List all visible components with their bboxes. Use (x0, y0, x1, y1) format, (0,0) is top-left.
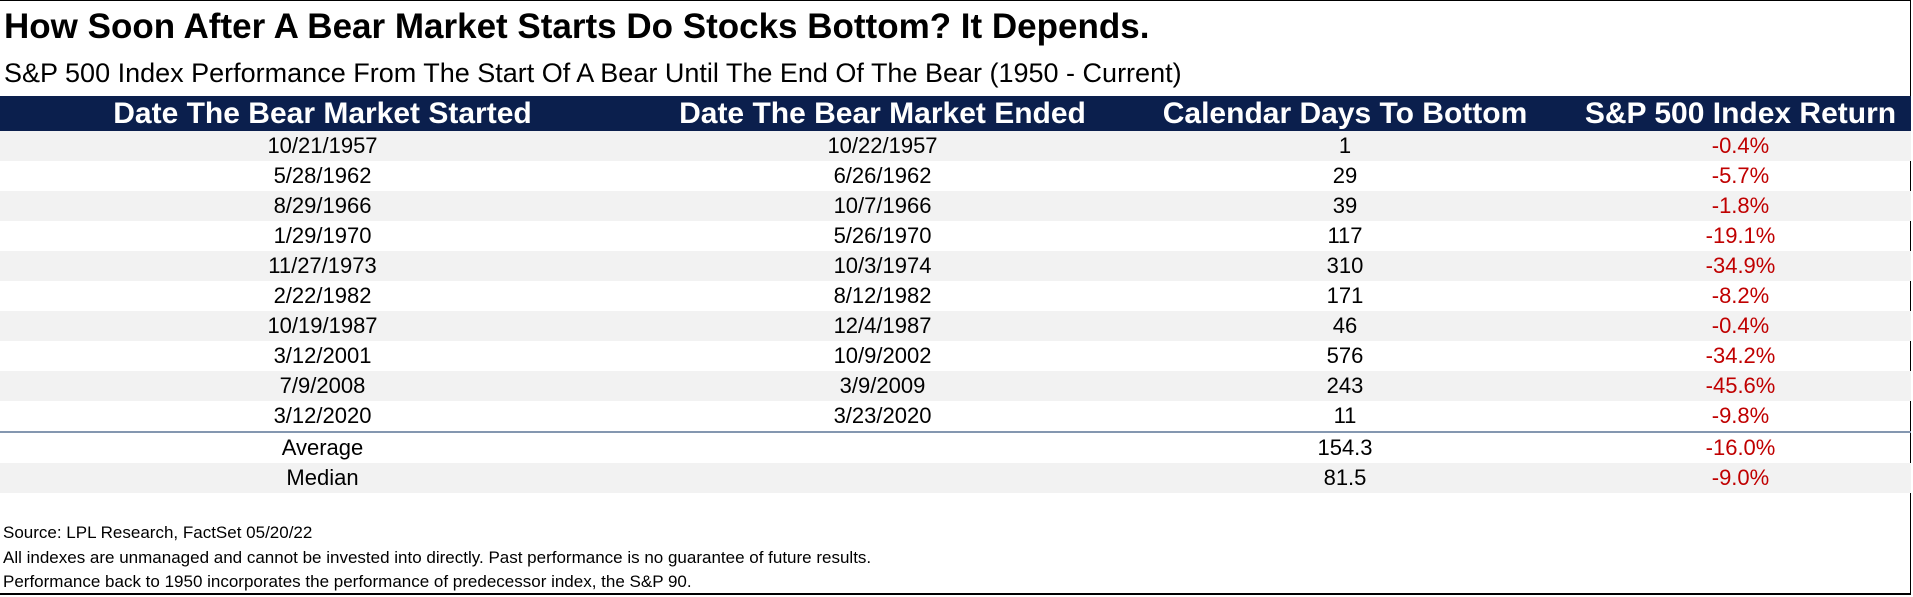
cell (645, 463, 1120, 493)
subtitle: S&P 500 Index Performance From The Start… (4, 58, 1182, 88)
cell: 117 (1327, 223, 1363, 248)
cell: 154.3 (1120, 431, 1570, 463)
cell: Average (0, 431, 645, 463)
table-row: 8/29/1966 10/7/1966 39 -1.8% (0, 191, 1911, 221)
cell: Median (0, 463, 645, 493)
table-row: 2/22/1982 8/12/1982 171 -8.2% (0, 281, 1911, 311)
cell: 3/12/2020 (273, 403, 372, 428)
cell: 3/12/2001 (273, 343, 372, 368)
cell: -19.1% (1705, 223, 1776, 248)
cell: 3/23/2020 (833, 403, 932, 428)
cell: 171 (1326, 283, 1364, 308)
cell: -0.4% (1570, 131, 1911, 161)
cell: 29 (1332, 163, 1358, 188)
cell: 1 (1120, 131, 1570, 161)
table-row: 10/19/1987 12/4/1987 46 -0.4% (0, 311, 1911, 341)
cell: 2/22/1982 (273, 283, 372, 308)
cell: 5/26/1970 (833, 223, 932, 248)
table-body: 10/21/1957 10/22/1957 1 -0.4% 5/28/1962 6/26/… (0, 131, 1911, 493)
cell: 12/4/1987 (645, 311, 1120, 341)
cell (645, 431, 1120, 463)
cell: -9.0% (1570, 463, 1911, 493)
cell: 6/26/1962 (833, 163, 932, 188)
table-row: 3/12/2020 3/23/2020 11 -9.8% (0, 401, 1911, 432)
cell: -34.9% (1570, 251, 1911, 281)
data-table: Date The Bear Market Started Date The Bea… (0, 96, 1911, 493)
header-row: Date The Bear Market Started Date The Bea… (0, 96, 1911, 131)
cell: 576 (1326, 343, 1364, 368)
cell: 1/29/1970 (273, 223, 372, 248)
cell: 11/27/1973 (0, 251, 645, 281)
cell: -45.6% (1570, 371, 1911, 401)
summary-row: Median 81.5 -9.0% (0, 463, 1911, 493)
table-row: 7/9/2008 3/9/2009 243 -45.6% (0, 371, 1911, 401)
title: How Soon After A Bear Market Starts Do S… (4, 7, 1150, 46)
column-header: Date The Bear Market Ended (645, 96, 1120, 131)
footnote: Performance back to 1950 incorporates th… (3, 572, 692, 591)
cell: 81.5 (1120, 463, 1570, 493)
cell: -16.0% (1570, 431, 1911, 463)
table-row: 10/21/1957 10/22/1957 1 -0.4% (0, 131, 1911, 161)
cell: 10/9/2002 (833, 343, 932, 368)
cell: 10/7/1966 (645, 191, 1120, 221)
column-header: Date The Bear Market Started (0, 96, 645, 131)
cell: -34.2% (1705, 343, 1776, 368)
summary-row: Average 154.3 -16.0% (0, 431, 1911, 463)
cell: 243 (1120, 371, 1570, 401)
table-row: 5/28/1962 6/26/1962 29 -5.7% (0, 161, 1911, 191)
cell: 11 (1333, 403, 1357, 428)
cell: 7/9/2008 (0, 371, 645, 401)
cell: 10/21/1957 (0, 131, 645, 161)
cell: -0.4% (1570, 311, 1911, 341)
cell: 8/12/1982 (833, 283, 932, 308)
table-row: 1/29/1970 5/26/1970 117 -19.1% (0, 221, 1911, 251)
cell: 10/22/1957 (645, 131, 1120, 161)
cell: 5/28/1962 (273, 163, 372, 188)
table-row: 11/27/1973 10/3/1974 310 -34.9% (0, 251, 1911, 281)
cell: 3/9/2009 (645, 371, 1120, 401)
cell: 46 (1120, 311, 1570, 341)
column-header: Calendar Days To Bottom (1120, 96, 1570, 131)
cell: -1.8% (1570, 191, 1911, 221)
cell: -9.8% (1711, 403, 1770, 428)
cell: 39 (1120, 191, 1570, 221)
cell: -8.2% (1711, 283, 1770, 308)
cell: 8/29/1966 (0, 191, 645, 221)
footnote: Source: LPL Research, FactSet 05/20/22 (3, 523, 313, 542)
table-row: 3/12/2001 10/9/2002 576 -34.2% (0, 341, 1911, 371)
cell: 10/3/1974 (645, 251, 1120, 281)
footnote: All indexes are unmanaged and cannot be … (3, 547, 872, 567)
column-header: S&P 500 Index Return (1570, 96, 1911, 131)
cell: -5.7% (1711, 163, 1770, 188)
cell: 10/19/1987 (0, 311, 645, 341)
cell: 310 (1120, 251, 1570, 281)
